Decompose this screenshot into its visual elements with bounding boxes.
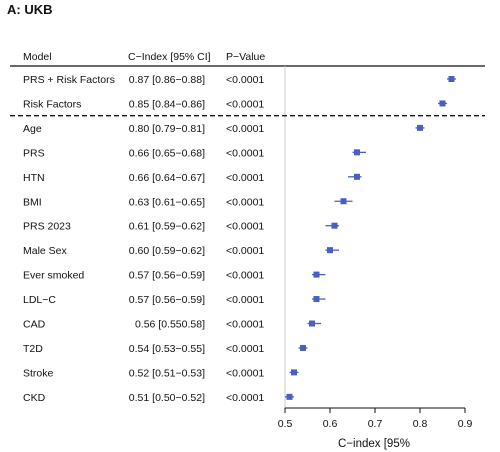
estimate-marker xyxy=(439,100,446,107)
row-model-label: Stroke xyxy=(23,367,54,379)
row-pvalue-text: <0.0001 xyxy=(226,221,264,233)
row-cindex-text: 0.57 [0.56−0.59] xyxy=(129,270,205,282)
x-tick-label: 0.7 xyxy=(368,418,383,430)
row-pvalue-text: <0.0001 xyxy=(226,270,264,282)
row-pvalue-text: <0.0001 xyxy=(226,245,264,257)
row-model-label: BMI xyxy=(23,196,42,208)
estimate-marker xyxy=(331,222,338,229)
estimate-marker xyxy=(309,320,315,327)
row-cindex-text: 0.85 [0.84−0.86] xyxy=(129,98,205,110)
panel-title: A: UKB xyxy=(7,2,53,17)
estimate-marker xyxy=(448,76,455,82)
estimate-marker xyxy=(354,149,360,156)
estimate-marker xyxy=(327,247,333,254)
row-pvalue-text: <0.0001 xyxy=(226,319,264,331)
row-cindex-text: 0.87 [0.86−0.88] xyxy=(129,74,205,86)
header-pvalue: P−Value xyxy=(226,51,265,63)
row-model-label: PRS + Risk Factors xyxy=(23,74,115,86)
row-pvalue-text: <0.0001 xyxy=(226,294,264,306)
row-pvalue-text: <0.0001 xyxy=(226,367,264,379)
row-cindex-text: 0.61 [0.59−0.62] xyxy=(129,221,205,233)
row-pvalue-text: <0.0001 xyxy=(226,343,264,355)
x-axis-label: C−index [95% xyxy=(338,438,410,450)
row-cindex-text: 0.56 [0.550.58] xyxy=(135,319,205,331)
header-cindex: C−Index [95% CI] xyxy=(128,51,211,63)
row-model-label: Age xyxy=(23,123,42,135)
row-pvalue-text: <0.0001 xyxy=(226,172,264,184)
row-cindex-text: 0.52 [0.51−0.53] xyxy=(129,367,205,379)
x-tick-label: 0.8 xyxy=(413,418,428,430)
estimate-marker xyxy=(313,296,320,303)
row-cindex-text: 0.66 [0.64−0.67] xyxy=(129,172,205,184)
row-pvalue-text: <0.0001 xyxy=(226,147,264,159)
estimate-marker xyxy=(340,198,347,205)
row-pvalue-text: <0.0001 xyxy=(226,98,264,110)
x-tick-label: 0.6 xyxy=(323,418,338,430)
row-model-label: Ever smoked xyxy=(23,270,84,282)
row-cindex-text: 0.54 [0.53−0.55] xyxy=(129,343,205,355)
x-tick-label: 0.9 xyxy=(458,418,473,430)
estimate-marker xyxy=(300,344,306,351)
row-cindex-text: 0.60 [0.59−0.62] xyxy=(129,245,205,257)
row-model-label: PRS 2023 xyxy=(23,221,71,233)
row-pvalue-text: <0.0001 xyxy=(226,196,264,208)
row-cindex-text: 0.51 [0.50−0.52] xyxy=(129,392,205,404)
row-pvalue-text: <0.0001 xyxy=(226,123,264,135)
row-cindex-text: 0.57 [0.56−0.59] xyxy=(129,294,205,306)
estimate-marker xyxy=(313,271,320,278)
estimate-marker xyxy=(354,173,360,180)
row-model-label: LDL−C xyxy=(23,294,56,306)
row-model-label: PRS xyxy=(23,147,45,159)
row-model-label: HTN xyxy=(23,172,45,184)
row-cindex-text: 0.63 [0.61−0.65] xyxy=(129,196,205,208)
row-pvalue-text: <0.0001 xyxy=(226,74,264,86)
x-axis: 0.5 0.6 0.7 0.8 0.9 xyxy=(278,407,473,430)
estimate-marker xyxy=(286,393,293,400)
x-tick-label: 0.5 xyxy=(278,418,293,430)
row-model-label: T2D xyxy=(23,343,43,355)
rows-layer: PRS + Risk Factors 0.87 [0.86−0.88] <0.000… xyxy=(10,66,485,410)
estimate-marker xyxy=(291,369,297,376)
row-model-label: CKD xyxy=(23,392,46,404)
row-cindex-text: 0.80 [0.79−0.81] xyxy=(129,123,205,135)
row-cindex-text: 0.66 [0.65−0.68] xyxy=(129,147,205,159)
row-pvalue-text: <0.0001 xyxy=(226,392,264,404)
row-model-label: Risk Factors xyxy=(23,98,81,110)
row-model-label: CAD xyxy=(23,319,46,331)
estimate-marker xyxy=(417,124,423,131)
header-model: Model xyxy=(23,51,52,63)
row-model-label: Male Sex xyxy=(23,245,68,257)
